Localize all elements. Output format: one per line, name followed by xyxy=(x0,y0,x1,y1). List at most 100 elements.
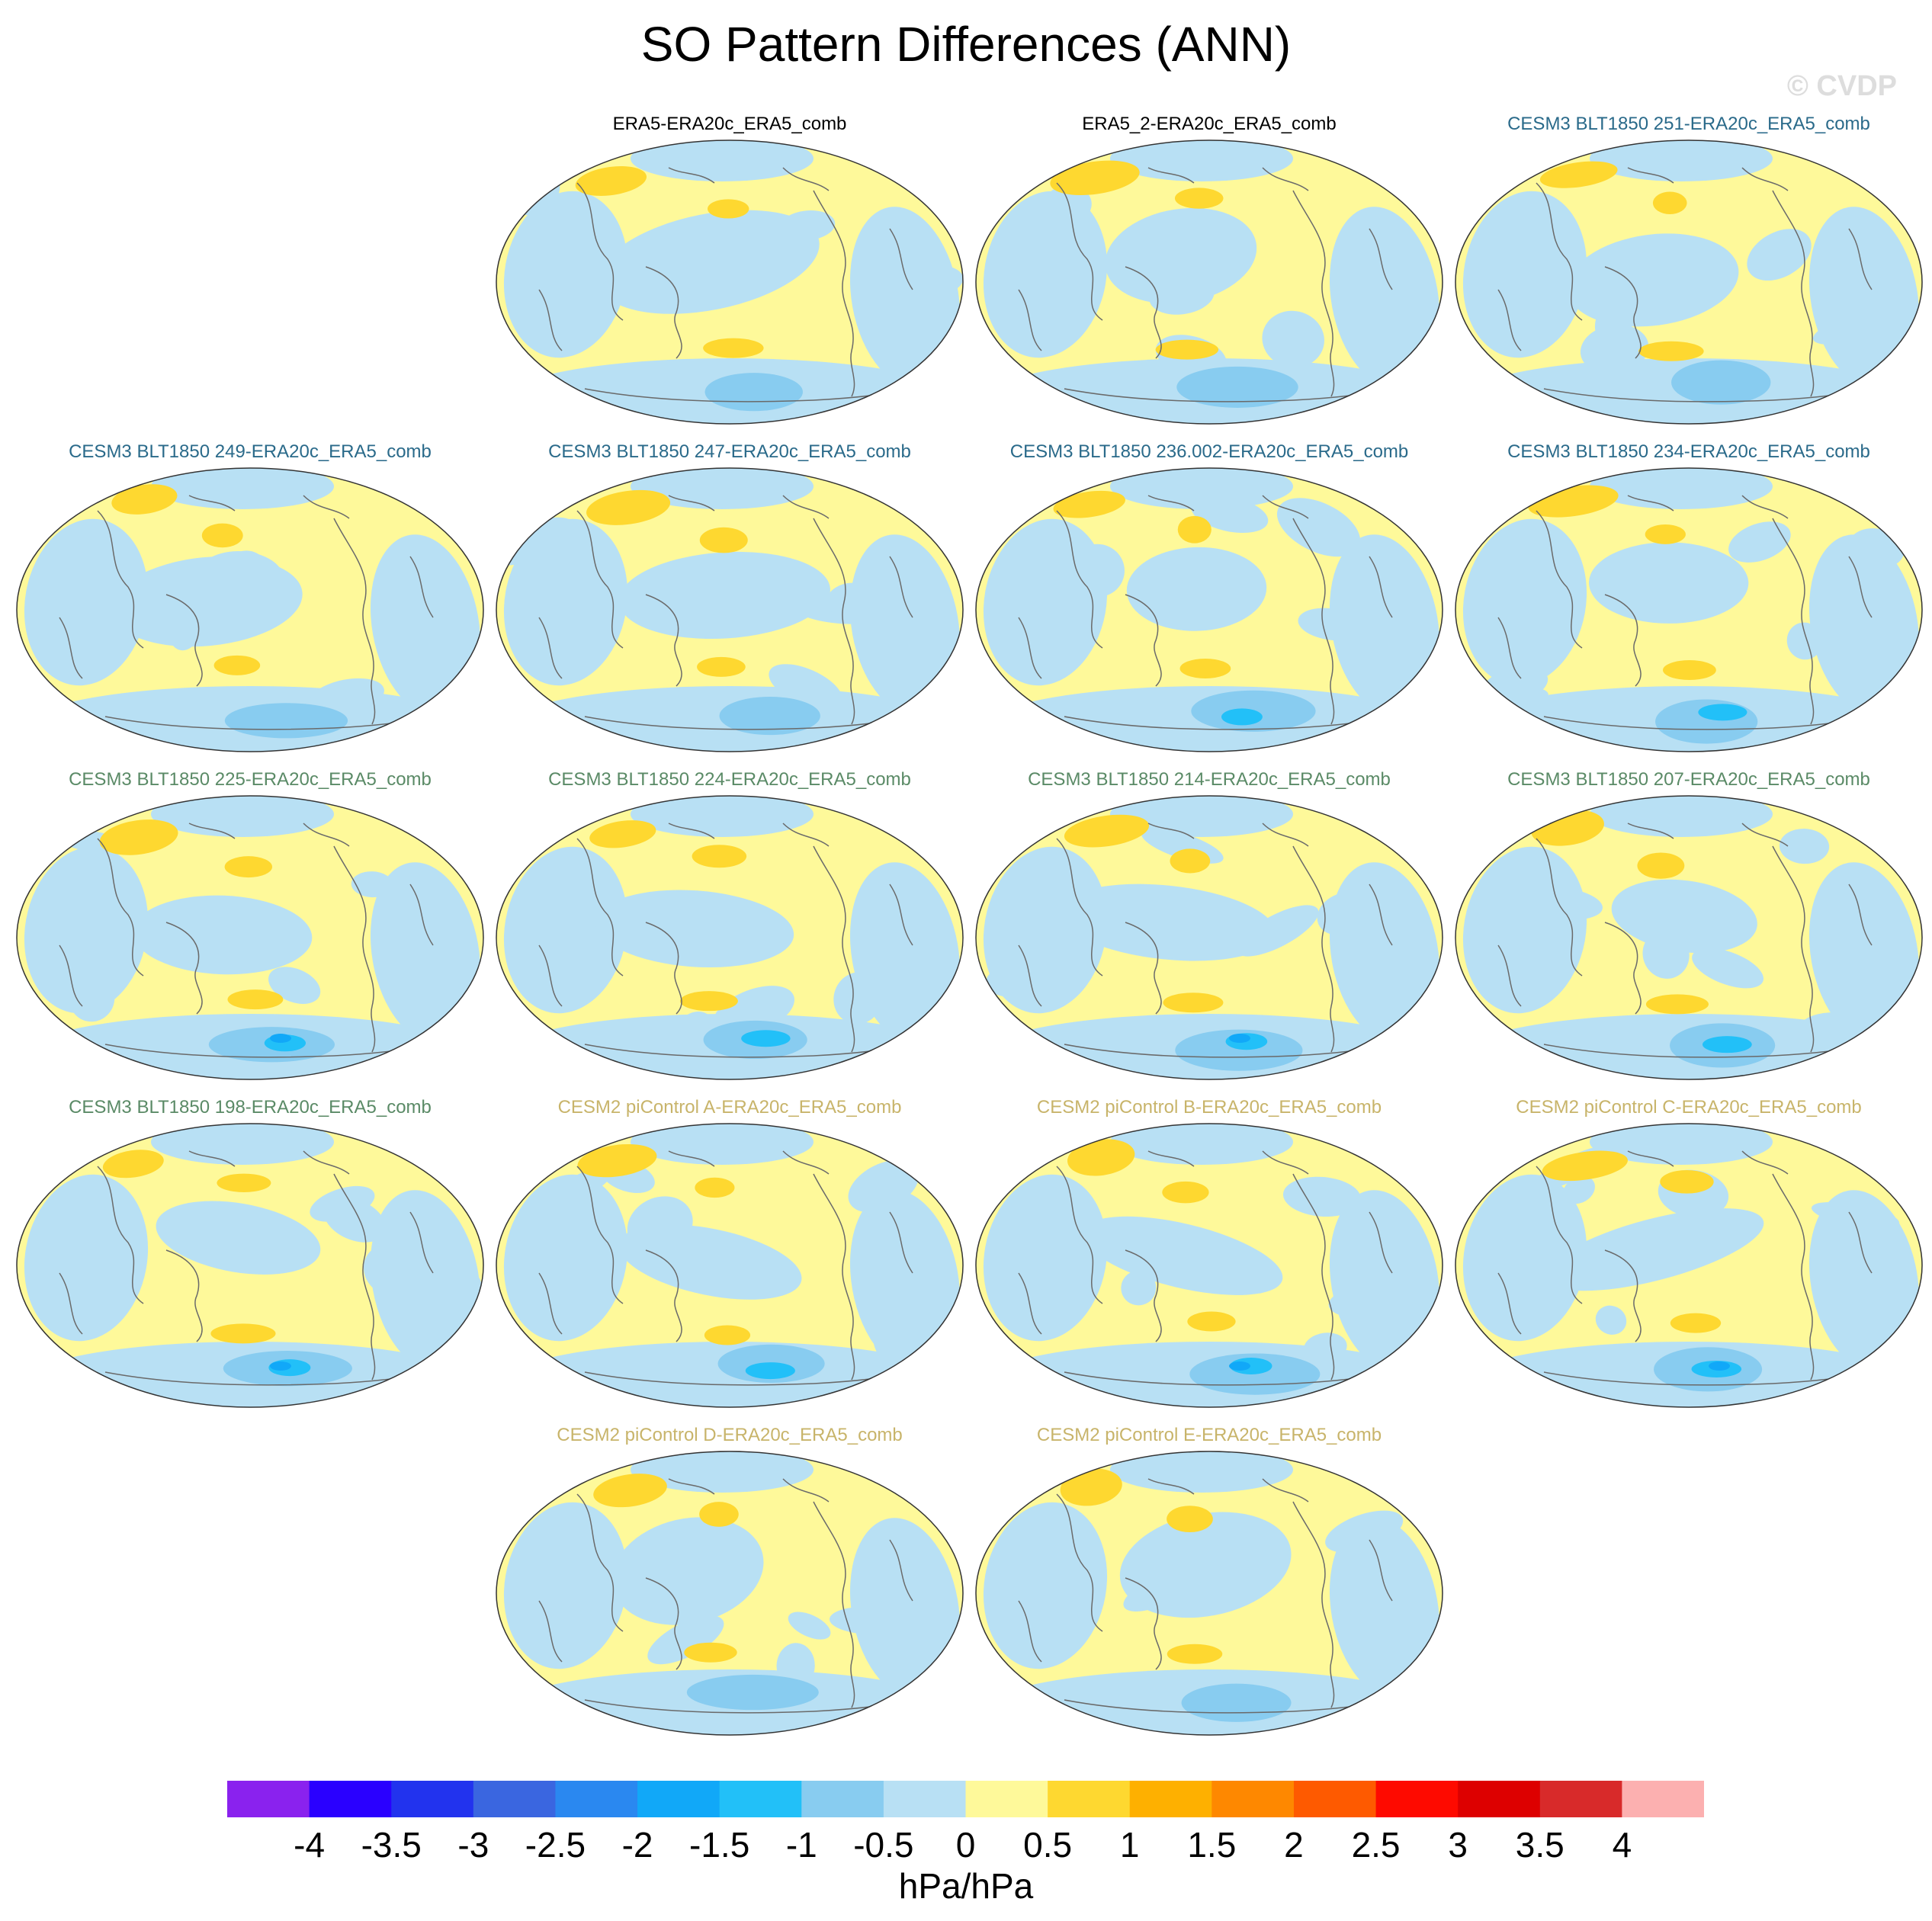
positive-anomaly-south xyxy=(227,989,284,1010)
small-anomaly xyxy=(1317,892,1372,935)
globe-map xyxy=(496,1123,964,1408)
positive-anomaly-north xyxy=(1050,160,1140,196)
coastline xyxy=(576,510,624,649)
map-panel: CESM3 BLT1850 234-ERA20c_ERA5_comb xyxy=(1452,441,1925,761)
positive-anomaly-north xyxy=(1167,1506,1213,1533)
positive-anomaly-south xyxy=(684,1642,737,1663)
coastline xyxy=(1292,518,1335,725)
colorbar-swatch xyxy=(309,1781,392,1817)
coastline xyxy=(576,1493,624,1632)
panel-title: CESM2 piControl D-ERA20c_ERA5_comb xyxy=(557,1425,903,1445)
negative-anomaly-peak xyxy=(1229,1361,1250,1371)
coastline xyxy=(1772,845,1815,1053)
globe-map xyxy=(16,1123,484,1408)
coastline xyxy=(889,228,913,290)
coastline xyxy=(1848,884,1873,946)
small-anomaly xyxy=(1523,887,1603,920)
coastline xyxy=(59,617,83,679)
colorbar-swatch xyxy=(1458,1781,1541,1817)
east-anomaly xyxy=(370,534,481,716)
coastline xyxy=(645,1249,682,1342)
coastline xyxy=(1125,922,1162,1015)
globe-outline xyxy=(496,1451,964,1736)
map-panel: CESM3 BLT1850 236.002-ERA20c_ERA5_comb xyxy=(973,441,1446,761)
positive-anomaly-south xyxy=(1179,658,1231,678)
negative-anomaly-peak xyxy=(1709,1361,1730,1371)
positive-anomaly-south xyxy=(213,655,261,675)
small-anomaly xyxy=(1149,276,1215,315)
small-anomaly xyxy=(1368,1554,1410,1592)
negative-anomaly-south xyxy=(1671,360,1771,405)
coastline xyxy=(303,1150,350,1175)
coastline xyxy=(1497,617,1522,679)
arctic-anomaly xyxy=(1110,1124,1293,1165)
globe-map xyxy=(1455,795,1923,1080)
map-panel: CESM3 BLT1850 247-ERA20c_ERA5_comb xyxy=(493,441,966,761)
positive-anomaly-north xyxy=(1064,814,1150,848)
map-panel: CESM3 BLT1850 249-ERA20c_ERA5_comb xyxy=(14,441,486,761)
colorbar-tick-label: 0 xyxy=(955,1825,976,1865)
small-anomaly xyxy=(309,678,384,714)
negative-anomaly-south xyxy=(1181,1683,1292,1722)
map-panel: CESM2 piControl A-ERA20c_ERA5_comb xyxy=(493,1096,966,1416)
tropical-anomaly xyxy=(1126,547,1267,631)
west-anomaly xyxy=(503,1502,628,1669)
panel-title: ERA5_2-ERA20c_ERA5_comb xyxy=(1082,114,1337,134)
coastline xyxy=(645,922,682,1015)
colorbar-tick-label: -2.5 xyxy=(525,1825,586,1865)
small-anomaly xyxy=(168,604,203,651)
globe-map xyxy=(975,1123,1443,1408)
coastline xyxy=(1741,495,1789,519)
colorbar-swatch xyxy=(1048,1781,1131,1817)
small-anomaly xyxy=(627,1196,693,1255)
arctic-anomaly xyxy=(1590,468,1773,509)
coastline xyxy=(333,518,376,725)
coastline xyxy=(188,1150,236,1167)
colorbar-swatch xyxy=(883,1781,966,1817)
coastline xyxy=(1262,1478,1309,1502)
coastline xyxy=(782,495,830,519)
coastline xyxy=(1056,1166,1103,1304)
negative-anomaly-south xyxy=(704,373,804,412)
coastline xyxy=(889,556,913,618)
positive-anomaly-south xyxy=(1163,993,1224,1013)
east-anomaly xyxy=(849,534,961,716)
colorbar-swatch xyxy=(1129,1781,1212,1817)
globe-outline xyxy=(975,140,1443,425)
small-anomaly xyxy=(1333,568,1388,617)
small-anomaly xyxy=(833,972,883,1025)
colorbar-swatch xyxy=(1622,1781,1704,1817)
coastline xyxy=(1056,510,1103,649)
coastline xyxy=(538,289,563,351)
arctic-anomaly xyxy=(151,1124,334,1165)
globe-outline xyxy=(16,795,484,1080)
east-anomaly xyxy=(849,1190,961,1371)
positive-anomaly-north xyxy=(1174,188,1224,209)
globe-outline xyxy=(496,795,964,1080)
small-anomaly xyxy=(1595,1305,1627,1335)
negative-anomaly-core xyxy=(745,1362,795,1380)
positive-anomaly-north xyxy=(1637,852,1685,879)
coastline xyxy=(668,823,715,839)
small-anomaly xyxy=(1213,926,1286,955)
globe-outline xyxy=(1455,467,1923,752)
coastline xyxy=(645,266,682,359)
coastline xyxy=(813,1501,855,1708)
coastline xyxy=(1627,495,1674,512)
coastline xyxy=(1147,1478,1195,1495)
coastline xyxy=(782,1478,830,1502)
coastline xyxy=(668,167,715,184)
negative-anomaly-south xyxy=(1175,1029,1303,1071)
coastline xyxy=(1627,823,1674,839)
small-anomaly xyxy=(1023,1620,1069,1655)
west-anomaly xyxy=(24,1174,149,1342)
tropical-anomaly xyxy=(156,1201,321,1275)
coastline xyxy=(538,617,563,679)
colorbar-swatch xyxy=(227,1781,310,1817)
positive-anomaly-north xyxy=(695,1177,735,1198)
small-anomaly xyxy=(1196,1539,1266,1589)
panel-title: ERA5-ERA20c_ERA5_comb xyxy=(612,114,847,134)
coastline xyxy=(1772,190,1815,397)
coastline xyxy=(1018,944,1042,1007)
small-anomaly xyxy=(1298,608,1365,641)
